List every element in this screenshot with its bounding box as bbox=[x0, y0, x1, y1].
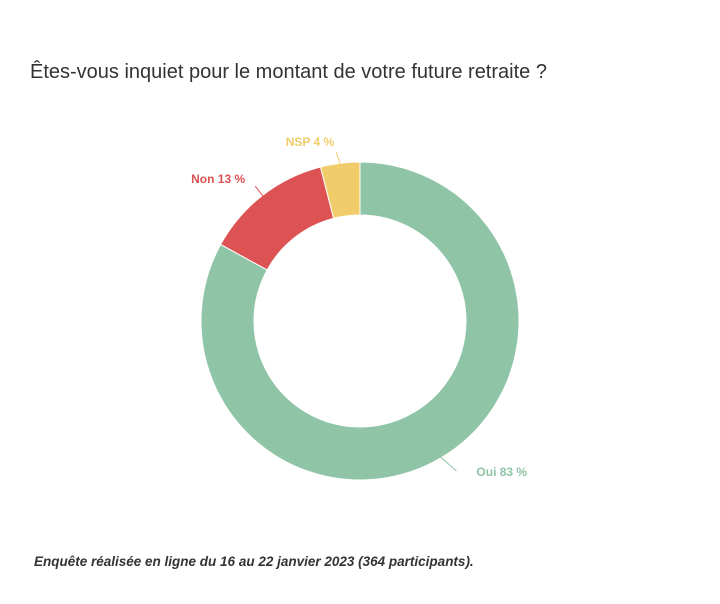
slice-oui[interactable] bbox=[200, 161, 520, 481]
chart-title: Êtes-vous inquiet pour le montant de vot… bbox=[30, 61, 547, 83]
slice-label-non: Non 13 % bbox=[191, 172, 245, 186]
slices-layer bbox=[200, 161, 520, 481]
leader-line-oui bbox=[440, 456, 457, 472]
leader-line-non bbox=[254, 185, 264, 197]
chart-footnote: Enquête réalisée en ligne du 16 au 22 ja… bbox=[34, 554, 474, 569]
slice-label-nsp: NSP 4 % bbox=[286, 135, 335, 149]
labels-layer: Oui 83 % Non 13 % NSP 4 % bbox=[191, 135, 527, 479]
slice-label-oui: Oui 83 % bbox=[476, 465, 527, 479]
slice-nsp[interactable] bbox=[319, 161, 361, 219]
leader-line-nsp bbox=[335, 152, 341, 165]
